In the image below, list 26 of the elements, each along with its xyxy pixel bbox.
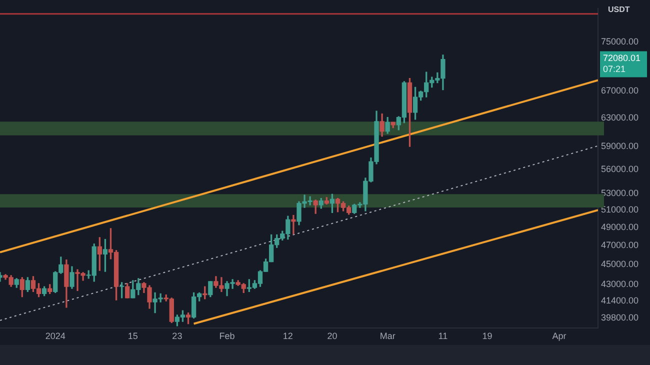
y-tick-label: 39800.00 (601, 312, 639, 323)
x-tick-label: 15 (128, 331, 138, 342)
y-tick-label: 53000.00 (601, 188, 639, 198)
x-tick-label: Apr (552, 331, 566, 342)
x-tick-label: 11 (438, 331, 448, 342)
x-tick-label: Mar (380, 331, 396, 342)
y-tick-label: 56000.00 (601, 164, 639, 174)
y-tick-label: 49000.00 (601, 222, 639, 232)
x-tick-label: 23 (172, 331, 182, 342)
x-tick-label: 20 (327, 331, 338, 342)
text: 72080.01 (603, 52, 641, 63)
x-tick-label: 12 (282, 331, 293, 342)
text: 07:21 (603, 64, 626, 74)
y-tick-label: 47000.00 (601, 240, 639, 250)
x-tick-label: 2024 (45, 331, 66, 342)
y-tick-label: 41400.00 (601, 296, 639, 306)
x-tick-label: Feb (219, 331, 235, 342)
x-tick-label: 19 (482, 331, 492, 342)
y-tick-label: 51000.00 (601, 204, 639, 215)
y-tick-label: 43000.00 (601, 278, 639, 289)
text: USDT (608, 5, 630, 14)
y-tick-label: 67000.00 (601, 86, 639, 96)
y-tick-label: 59000.00 (601, 141, 639, 152)
y-tick-label: 63000.00 (601, 112, 639, 122)
y-tick-label: 75000.00 (601, 36, 639, 46)
y-tick-label: 45000.00 (601, 259, 639, 270)
